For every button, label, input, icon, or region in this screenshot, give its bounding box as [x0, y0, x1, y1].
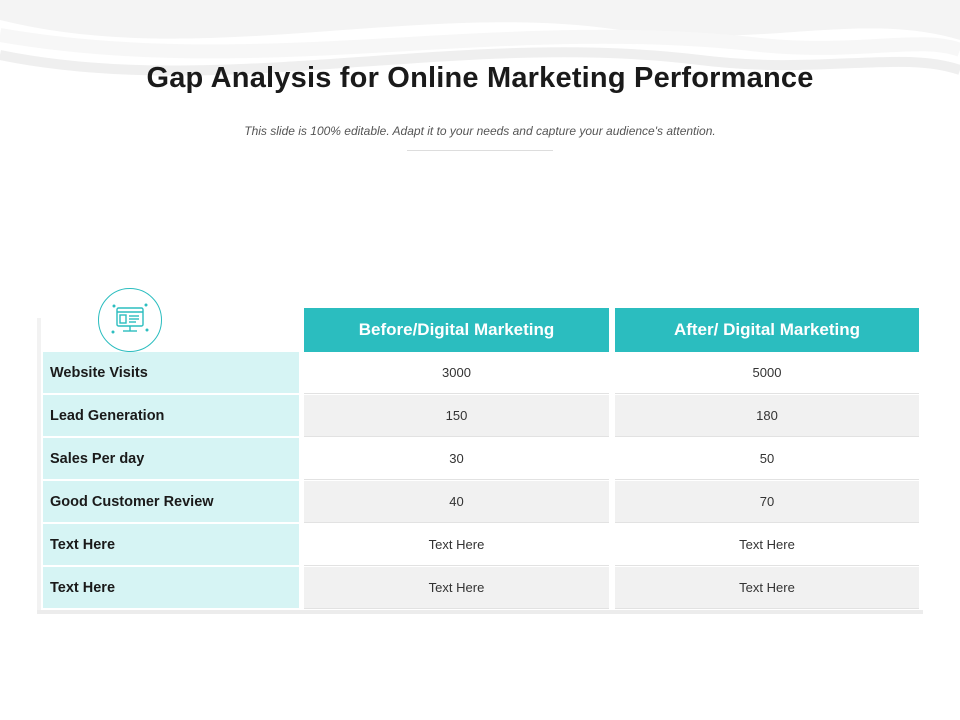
- header-after: After/ Digital Marketing: [615, 308, 919, 352]
- page-subtitle: This slide is 100% editable. Adapt it to…: [244, 124, 716, 138]
- cell-after: 5000: [615, 352, 919, 394]
- row-label-lead-generation: Lead Generation: [43, 395, 299, 437]
- cell-after: 50: [615, 438, 919, 480]
- row-label-good-customer-review: Good Customer Review: [43, 481, 299, 523]
- cell-before: 150: [304, 395, 609, 437]
- cell-after: Text Here: [615, 524, 919, 566]
- cell-before: 30: [304, 438, 609, 480]
- cell-after: Text Here: [615, 567, 919, 609]
- cell-after: 180: [615, 395, 919, 437]
- row-label-text-here-1: Text Here: [43, 524, 299, 566]
- row-label-text-here-2: Text Here: [43, 567, 299, 609]
- cell-after: 70: [615, 481, 919, 523]
- table-shadow: [37, 610, 923, 614]
- website-analytics-icon: [98, 288, 162, 352]
- row-label-sales-per-day: Sales Per day: [43, 438, 299, 480]
- row-label-website-visits: Website Visits: [43, 352, 299, 394]
- cell-before: Text Here: [304, 524, 609, 566]
- table-edge: [37, 318, 41, 614]
- subtitle-divider: [407, 150, 553, 151]
- header-before: Before/Digital Marketing: [304, 308, 609, 352]
- cell-before: 3000: [304, 352, 609, 394]
- cell-before: 40: [304, 481, 609, 523]
- page-title: Gap Analysis for Online Marketing Perfor…: [146, 62, 814, 94]
- cell-before: Text Here: [304, 567, 609, 609]
- gap-analysis-table: Before/Digital Marketing After/ Digital …: [37, 308, 923, 614]
